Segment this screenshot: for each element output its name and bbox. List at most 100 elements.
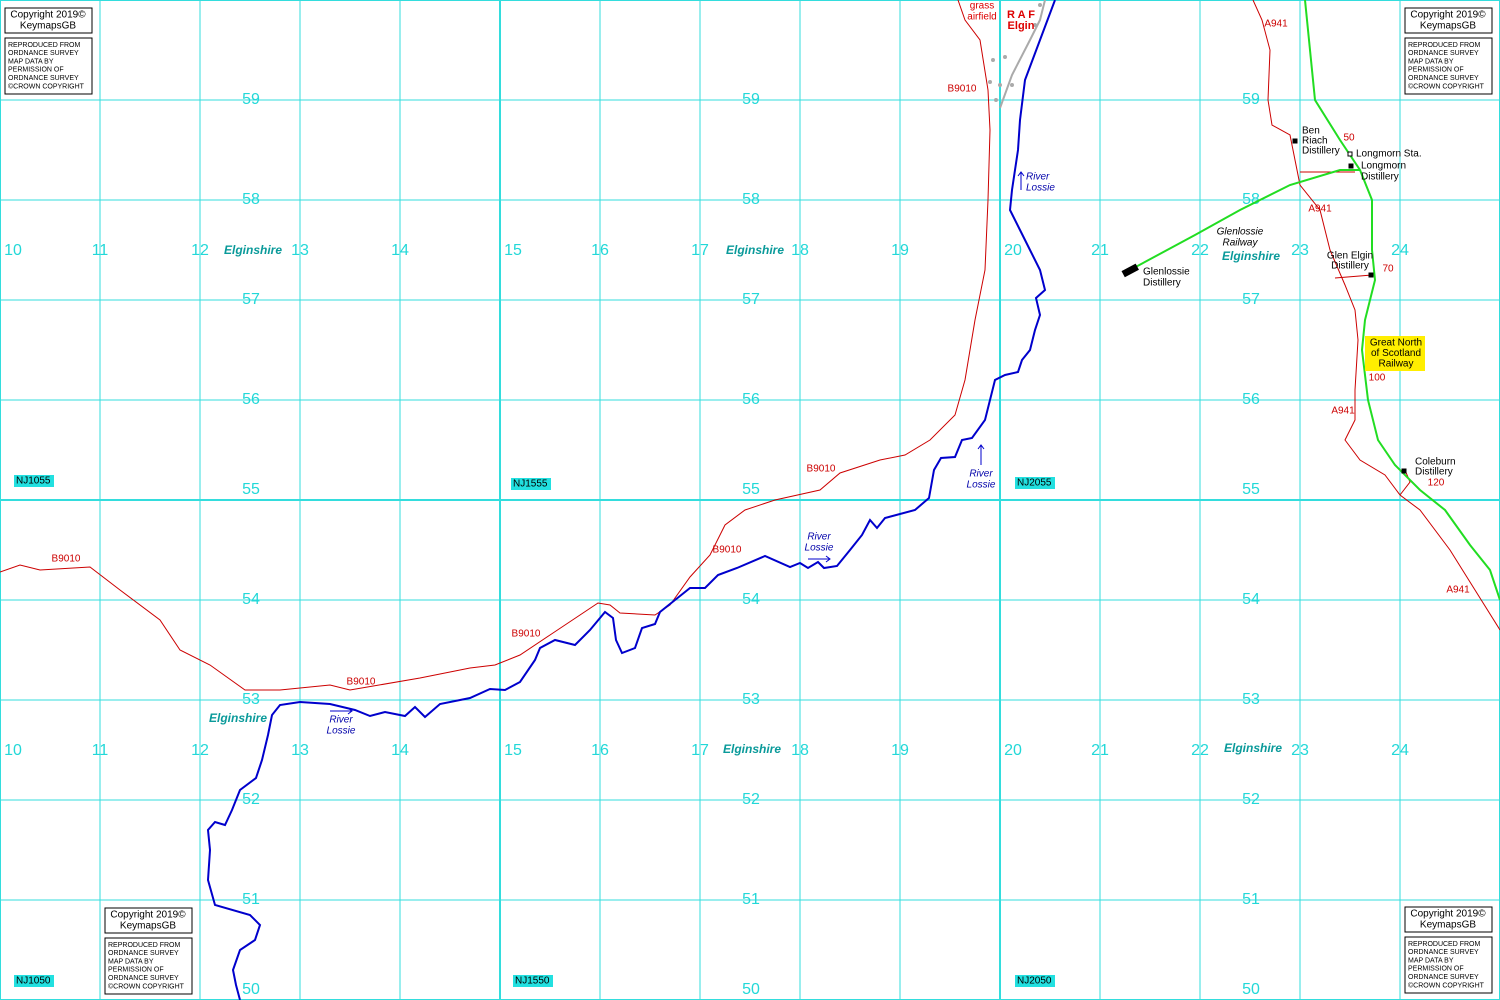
northing-label: 54 xyxy=(742,591,760,608)
easting-label: 13 xyxy=(291,242,309,259)
notice-box xyxy=(1404,936,1493,994)
notice-text: ORDNANCE SURVEY xyxy=(1408,949,1479,956)
easting-label: 21 xyxy=(1091,742,1109,759)
northing-label: 56 xyxy=(242,391,260,408)
map-label: B9010 xyxy=(807,464,836,475)
northing-label: 57 xyxy=(242,291,260,308)
northing-label: 54 xyxy=(242,591,260,608)
northing-label: 50 xyxy=(742,981,760,998)
map-label: Ben xyxy=(1302,126,1320,137)
notice-box xyxy=(104,937,193,995)
airfield-dots xyxy=(988,3,1042,102)
map-label: Lossie xyxy=(805,543,834,554)
notice-text: ©CROWN COPYRIGHT xyxy=(1408,82,1485,90)
easting-label: 18 xyxy=(791,742,809,759)
easting-label: 15 xyxy=(504,242,522,259)
notice-box xyxy=(4,37,93,95)
map-label: Distillery xyxy=(1361,172,1399,183)
copyright-text: Copyright 2019© xyxy=(1410,909,1486,920)
stations xyxy=(1292,138,1407,474)
northing-label: 59 xyxy=(742,91,760,108)
map-label: Coleburn xyxy=(1415,457,1456,468)
map-label: A941 xyxy=(1308,204,1332,215)
map-label: Elginshire xyxy=(224,243,282,257)
easting-label: 15 xyxy=(504,742,522,759)
copyright-text: Copyright 2019© xyxy=(10,10,86,21)
easting-label: 12 xyxy=(191,242,209,259)
map-label: River xyxy=(329,715,353,726)
easting-label: 18 xyxy=(791,242,809,259)
map-label: Longmorn Sta. xyxy=(1356,149,1422,160)
northing-label: 51 xyxy=(742,891,760,908)
map-label: Longmorn xyxy=(1361,161,1406,172)
easting-label: 21 xyxy=(1091,242,1109,259)
easting-label: 24 xyxy=(1391,242,1409,259)
map-label: River xyxy=(969,469,993,480)
notice-text: ©CROWN COPYRIGHT xyxy=(108,982,185,990)
easting-label: 19 xyxy=(891,242,909,259)
easting-label: 22 xyxy=(1191,742,1209,759)
map-label: 100 xyxy=(1369,373,1386,384)
railway xyxy=(1304,0,1500,601)
easting-label: 17 xyxy=(691,742,709,759)
northing-label: 59 xyxy=(1242,91,1260,108)
notice-box xyxy=(1404,37,1493,95)
notice-text: REPRODUCED FROM xyxy=(108,942,181,949)
map-label: Railway xyxy=(1222,238,1258,249)
airfield-track xyxy=(999,0,1046,109)
easting-label: 22 xyxy=(1191,242,1209,259)
map-label: Lossie xyxy=(1026,183,1055,194)
northing-label: 51 xyxy=(242,891,260,908)
map-label: R A F xyxy=(1007,9,1035,21)
notice-text: ©CROWN COPYRIGHT xyxy=(8,82,85,90)
square-label-bg xyxy=(14,975,54,987)
copyright-text: KeymapsGB xyxy=(20,21,76,32)
map-label: Glen Elgin xyxy=(1327,251,1373,262)
easting-label: 13 xyxy=(291,742,309,759)
easting-label: 20 xyxy=(1004,242,1022,259)
map-label: Riach xyxy=(1302,136,1328,147)
map-label: B9010 xyxy=(52,554,81,565)
square-label-bg xyxy=(511,478,551,490)
easting-label: 14 xyxy=(391,242,409,259)
map-label: 50 xyxy=(1343,133,1355,144)
notice-text: ORDNANCE SURVEY xyxy=(8,75,79,82)
northing-label: 59 xyxy=(242,91,260,108)
northing-label: 52 xyxy=(742,791,760,808)
notice-text: PERMISSION OF xyxy=(1408,966,1464,973)
northing-label: 58 xyxy=(242,191,260,208)
northing-label: 50 xyxy=(242,981,260,998)
copyright-box xyxy=(4,7,93,34)
easting-label: 19 xyxy=(891,742,909,759)
copyright-text: KeymapsGB xyxy=(1420,920,1476,931)
map-label: B9010 xyxy=(512,629,541,640)
notice-text: MAP DATA BY xyxy=(8,58,54,65)
northing-label: 51 xyxy=(1242,891,1260,908)
northing-label: 52 xyxy=(1242,791,1260,808)
notice-text: REPRODUCED FROM xyxy=(8,42,81,49)
map-label: Glenlossie xyxy=(1143,267,1190,278)
map-label: Great North xyxy=(1370,338,1422,349)
northing-label: 57 xyxy=(742,291,760,308)
map-label: Elginshire xyxy=(1224,741,1282,755)
map-label: 120 xyxy=(1428,478,1445,489)
northing-label: 50 xyxy=(1242,981,1260,998)
northing-label: 57 xyxy=(1242,291,1260,308)
northing-label: 58 xyxy=(742,191,760,208)
easting-label: 23 xyxy=(1291,742,1309,759)
map-label: Distillery xyxy=(1331,261,1369,272)
map-label: River xyxy=(807,532,831,543)
flow-arrows xyxy=(330,171,1025,715)
map-label: Distillery xyxy=(1415,467,1453,478)
notice-text: ORDNANCE SURVEY xyxy=(1408,974,1479,981)
notice-text: ORDNANCE SURVEY xyxy=(8,50,79,57)
map-label: B9010 xyxy=(347,677,376,688)
map-label: Lossie xyxy=(327,726,356,737)
northing-label: 53 xyxy=(1242,691,1260,708)
minor-road xyxy=(1334,274,1373,279)
map-label: grass xyxy=(970,1,994,12)
notice-text: ORDNANCE SURVEY xyxy=(1408,75,1479,82)
map-label: A941 xyxy=(1446,585,1470,596)
northing-label: 56 xyxy=(1242,391,1260,408)
